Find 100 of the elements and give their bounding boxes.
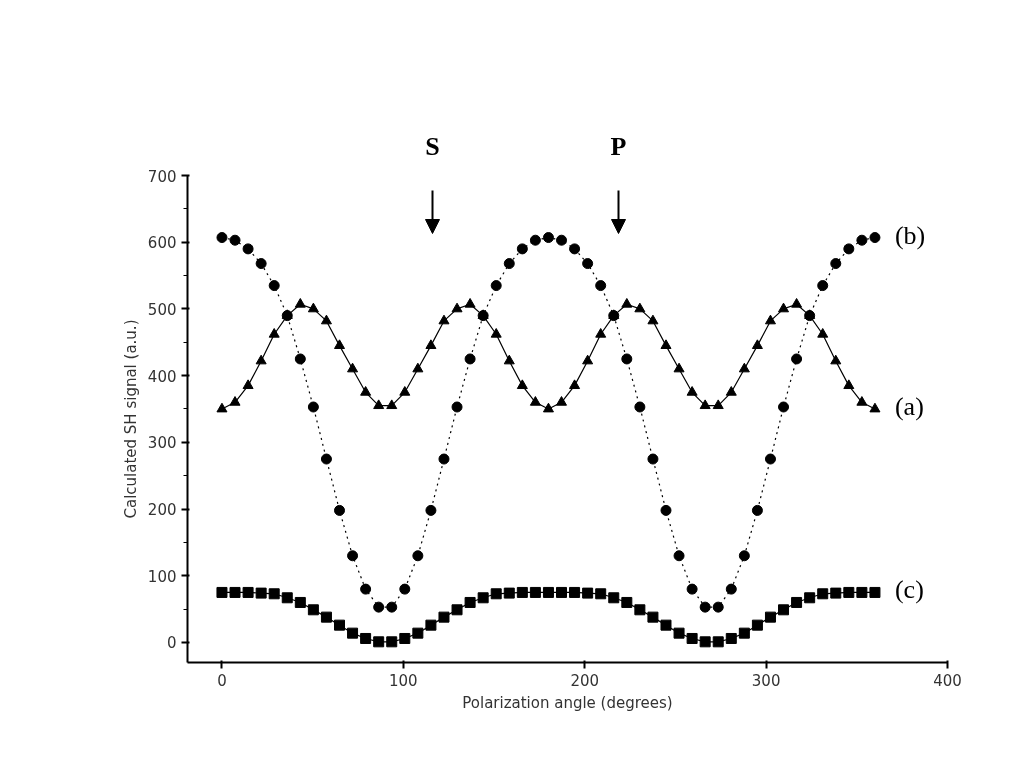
point <box>347 362 359 373</box>
point <box>738 362 750 373</box>
point <box>660 619 672 631</box>
point <box>229 396 241 406</box>
point <box>360 632 372 644</box>
point <box>451 401 463 413</box>
point <box>268 280 280 292</box>
point <box>373 399 385 410</box>
point <box>556 396 568 406</box>
x-tick-label: 200 <box>570 671 600 690</box>
point <box>778 302 790 313</box>
y-tick-label: 200 <box>147 501 177 520</box>
x-tick-label: 0 <box>217 671 227 690</box>
point <box>412 627 424 639</box>
point <box>425 504 437 516</box>
y-tick-label: 0 <box>166 634 177 653</box>
point <box>334 504 345 516</box>
point <box>751 339 763 349</box>
point <box>804 592 816 604</box>
point <box>320 611 332 623</box>
point <box>334 619 345 631</box>
point <box>334 339 345 349</box>
point <box>360 583 372 595</box>
point <box>647 453 659 465</box>
x-axis-title: Polarization angle (degrees) <box>462 693 673 712</box>
point <box>778 401 790 413</box>
point <box>582 354 594 365</box>
point <box>712 399 724 410</box>
text: S <box>425 131 440 161</box>
point <box>856 586 868 598</box>
y-tick-label: 300 <box>147 434 177 453</box>
point <box>738 627 750 639</box>
point <box>686 583 698 595</box>
point <box>529 396 541 406</box>
point <box>516 379 528 390</box>
y-axis-title: Calculated SH signal (a.u.) <box>121 319 140 519</box>
point <box>738 550 750 562</box>
point <box>634 302 646 313</box>
point <box>686 632 698 644</box>
point <box>699 636 711 648</box>
point <box>725 632 737 644</box>
point <box>699 601 711 613</box>
point <box>830 587 842 599</box>
point <box>386 399 398 410</box>
point <box>595 588 607 600</box>
series-label: (a) <box>894 391 924 421</box>
point <box>294 353 306 365</box>
point <box>386 636 398 648</box>
point <box>464 297 476 308</box>
point <box>347 550 359 562</box>
point <box>490 588 502 600</box>
point <box>347 627 359 639</box>
point <box>542 402 554 413</box>
point <box>386 601 398 613</box>
point <box>529 586 541 598</box>
y-tick-label: 500 <box>147 300 177 319</box>
point <box>477 592 489 604</box>
point <box>556 234 568 246</box>
point <box>673 550 685 562</box>
point <box>817 280 829 292</box>
point <box>869 586 881 598</box>
point <box>464 596 476 608</box>
point <box>556 586 568 598</box>
point <box>399 632 411 644</box>
x-tick-label: 400 <box>933 671 962 690</box>
point <box>438 453 450 465</box>
point <box>712 636 724 648</box>
point <box>673 627 685 639</box>
point <box>307 302 319 313</box>
point <box>699 399 711 410</box>
point <box>307 401 319 413</box>
point <box>438 314 450 325</box>
point <box>751 504 763 516</box>
point <box>660 339 672 349</box>
point <box>281 592 293 604</box>
point <box>778 604 790 616</box>
point <box>856 396 868 406</box>
y-tick-label: 600 <box>147 234 177 253</box>
point <box>490 328 502 338</box>
point <box>255 354 267 365</box>
point <box>242 586 254 598</box>
point <box>569 379 581 390</box>
point <box>634 604 646 616</box>
point <box>751 619 763 631</box>
point <box>268 588 280 600</box>
point <box>229 234 241 246</box>
point <box>451 604 463 616</box>
x-tick-label: 100 <box>389 671 418 690</box>
point <box>647 314 659 325</box>
point <box>569 586 581 598</box>
point <box>621 596 633 608</box>
point <box>791 297 803 308</box>
point <box>229 586 241 598</box>
text: P <box>610 131 627 161</box>
point <box>412 362 424 373</box>
point <box>712 601 724 613</box>
point <box>817 588 829 600</box>
point <box>242 243 254 255</box>
point <box>320 314 332 325</box>
point <box>542 586 554 598</box>
